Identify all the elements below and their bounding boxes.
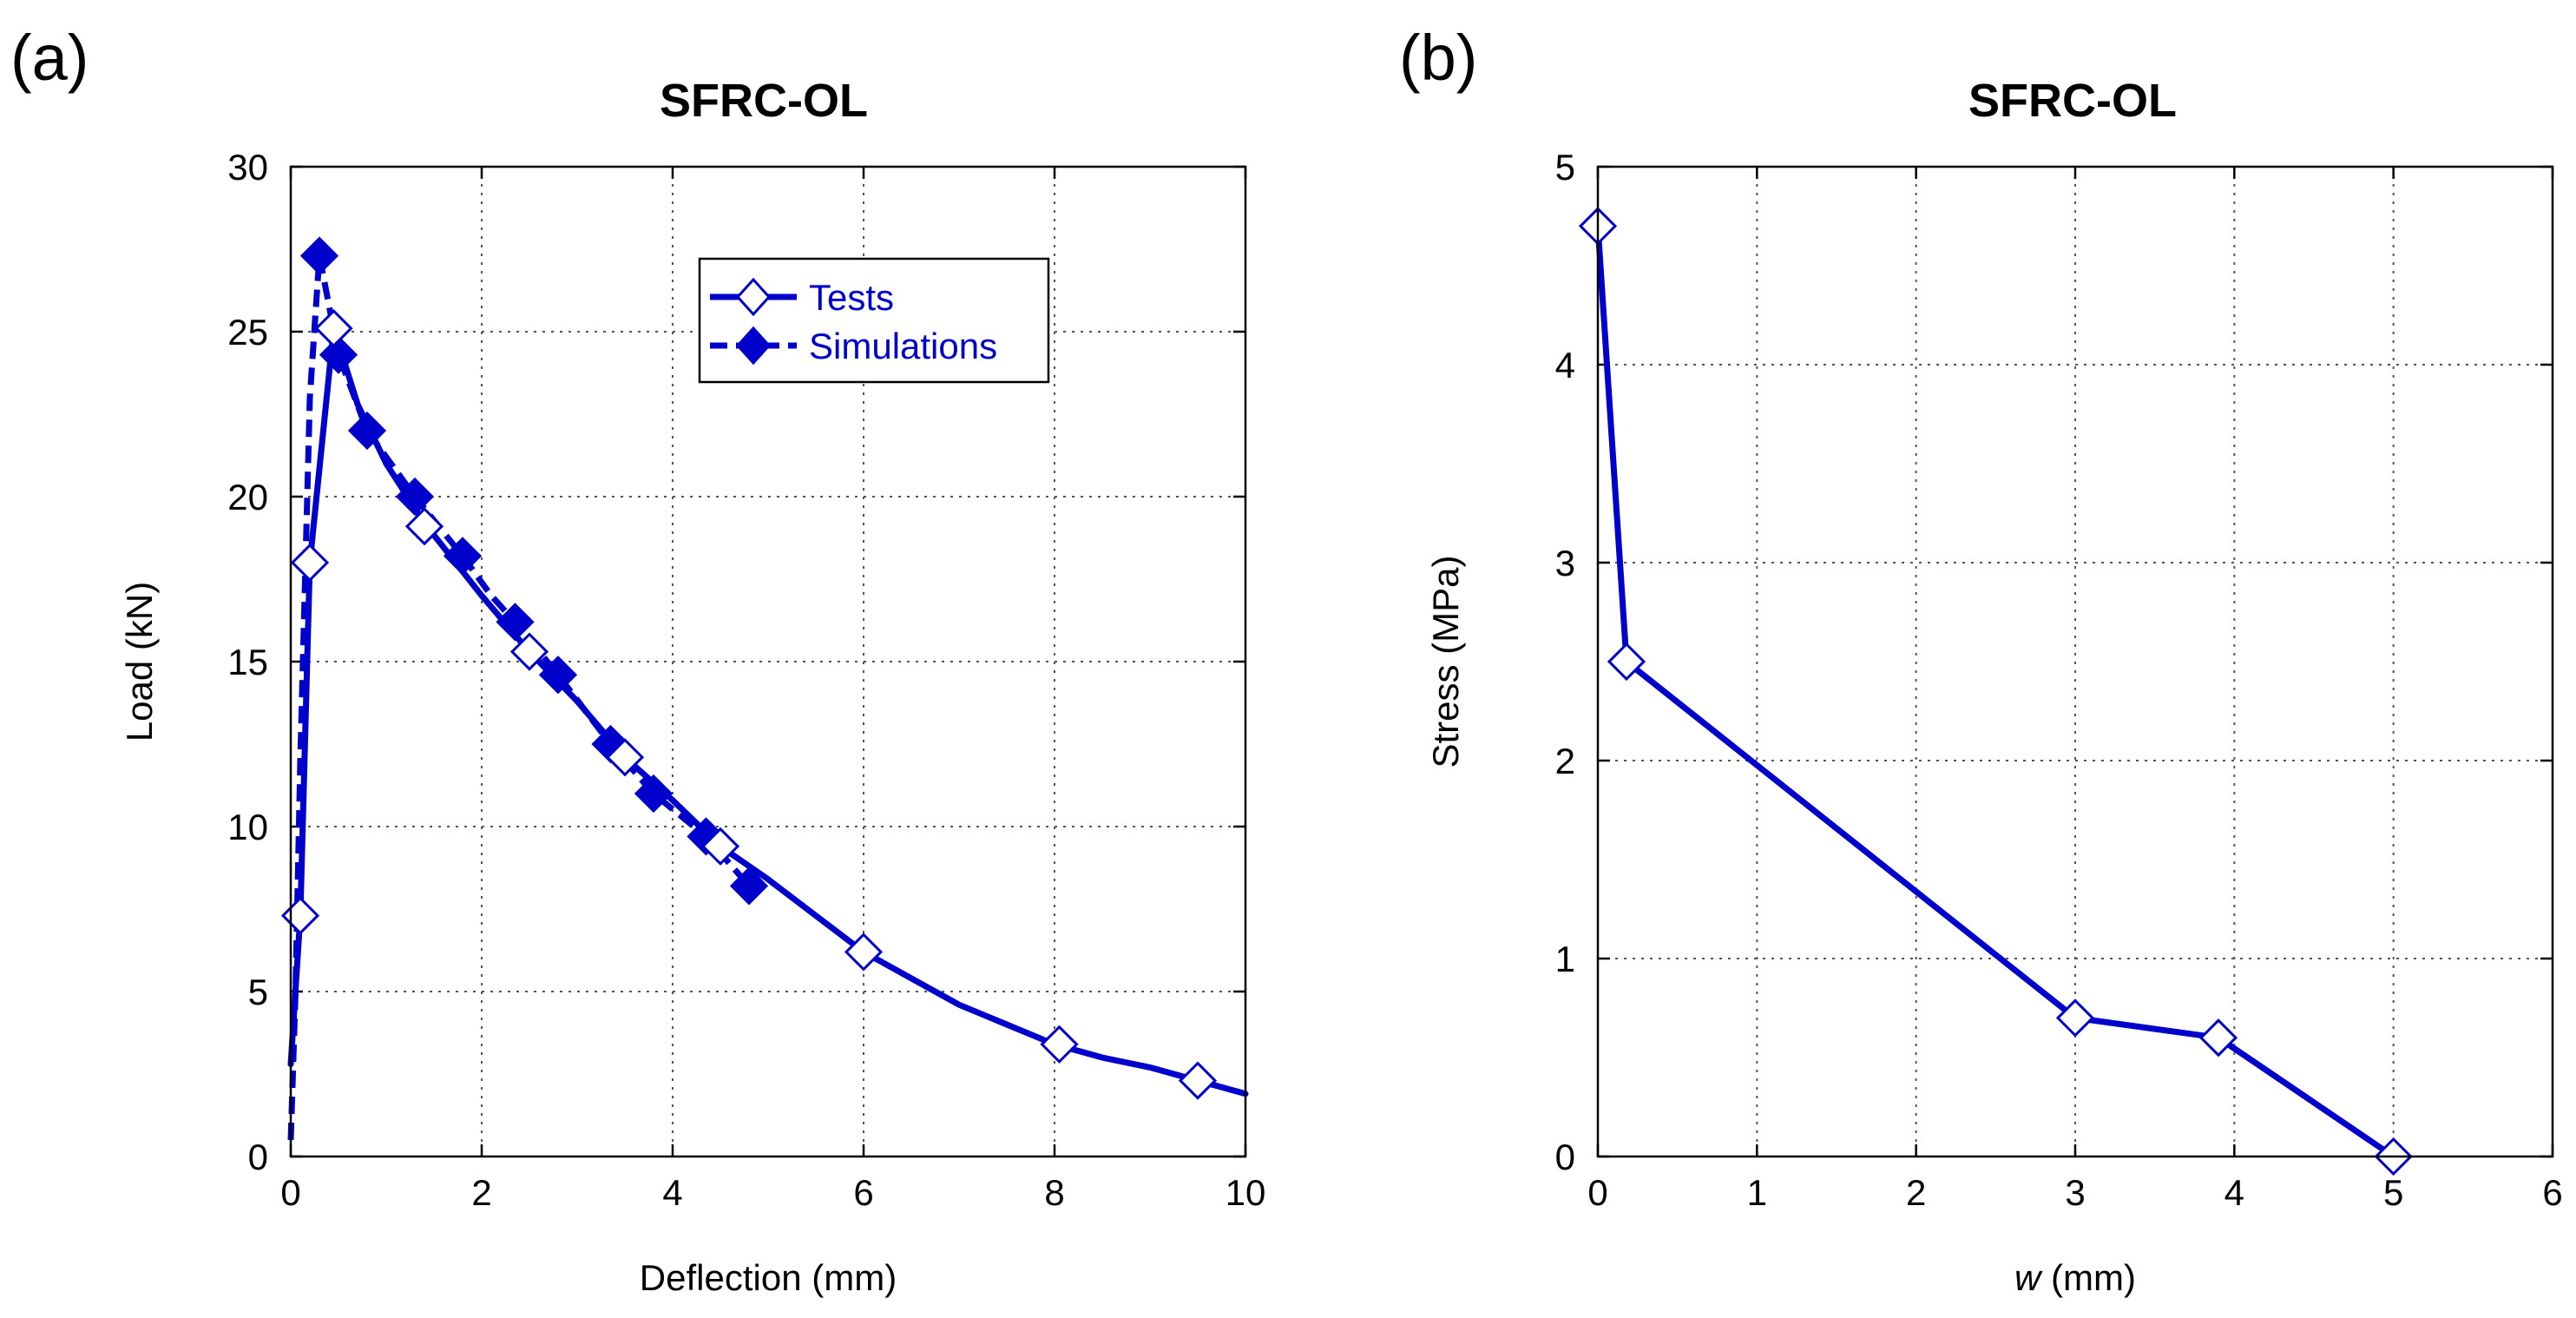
chart-a-frame <box>289 165 1247 1158</box>
chart-a-point-tests-3 <box>404 507 444 546</box>
chart-a-y-tick-label-1: 5 <box>248 972 268 1012</box>
chart-b-x-tick-label-3: 3 <box>2065 1172 2085 1213</box>
chart-a-y-tick-label-6: 30 <box>227 147 268 188</box>
chart-a-y-tick-label-2: 10 <box>227 807 268 847</box>
chart-a-point-tests-5 <box>605 738 645 777</box>
chart-a-point-tests-9 <box>1178 1061 1218 1100</box>
chart-a-series-line-tests <box>287 325 1249 1097</box>
chart-a-x-axis-label: Deflection (mm) <box>640 1257 897 1298</box>
chart-b-frame <box>1596 165 2554 1158</box>
chart-b-series <box>1578 207 2413 1176</box>
chart-b-title: SFRC-OL <box>1968 75 2177 127</box>
chart-b-y-tick-label-4: 4 <box>1555 345 1575 386</box>
chart-a-y-tick-label-4: 20 <box>227 477 268 517</box>
legend-simulations-marker <box>735 326 772 366</box>
panel-label-a: (a) <box>10 22 89 94</box>
chart-a: (a) SFRC-OL 0 2 4 6 8 10 0 5 10 15 20 25 30 Deflecti… <box>10 22 1265 1298</box>
panel-label-b: (b) <box>1399 22 1477 94</box>
chart-a-point-tests-6 <box>700 827 740 866</box>
chart-b-x-axis-label-unit: (mm) <box>2040 1257 2136 1298</box>
chart-b-x-tick-label-6: 6 <box>2542 1172 2562 1213</box>
chart-b-x-tick-label-5: 5 <box>2383 1172 2403 1213</box>
legend-tests-label: Tests <box>809 277 894 318</box>
legend: Tests Simulations <box>698 257 1050 384</box>
chart-a-point-simulations-0 <box>299 236 339 275</box>
chart-a-x-tick-label-3: 6 <box>853 1172 873 1213</box>
chart-b-x-tick-label-0: 0 <box>1587 1172 1607 1213</box>
chart-b-x-tick-label-1: 1 <box>1747 1172 1767 1213</box>
chart-a-point-tests-2 <box>314 309 353 348</box>
chart-b-point-tests-1 <box>1607 642 1646 682</box>
chart-b-x-tick-label-2: 2 <box>1906 1172 1926 1213</box>
chart-b-x-axis-label-italic: w <box>2014 1257 2043 1298</box>
legend-simulations-label: Simulations <box>809 326 997 366</box>
chart-a-x-tick-label-4: 8 <box>1044 1172 1064 1213</box>
chart-b-ticks: 0 1 2 3 4 5 6 0 1 2 3 4 5 <box>1555 147 2563 1213</box>
chart-a-y-tick-label-0: 0 <box>248 1137 268 1177</box>
chart-b-series-line-tests <box>1594 222 2397 1160</box>
chart-a-ticks: 0 2 4 6 8 10 0 5 10 15 20 25 30 <box>227 147 1265 1213</box>
chart-a-point-tests-8 <box>1040 1025 1079 1064</box>
chart-a-x-tick-label-1: 2 <box>471 1172 491 1213</box>
chart-a-point-tests-0 <box>280 896 320 935</box>
chart-b-x-axis-label: w (mm) <box>2014 1257 2136 1298</box>
chart-a-series <box>280 236 1249 1141</box>
chart-b-x-tick-label-4: 4 <box>2224 1172 2244 1213</box>
legend-box <box>698 257 1050 384</box>
chart-b-y-tick-label-1: 1 <box>1555 939 1575 979</box>
chart-b-point-tests-2 <box>2055 998 2095 1038</box>
chart-a-x-tick-label-5: 10 <box>1226 1172 1266 1213</box>
chart-a-y-axis-label: Load (kN) <box>119 582 160 741</box>
chart-a-point-simulations-8 <box>634 774 674 814</box>
chart-a-y-tick-label-5: 25 <box>227 312 268 353</box>
chart-b-y-axis-label: Stress (MPa) <box>1425 555 1466 768</box>
chart-a-point-simulations-10 <box>729 867 769 906</box>
chart-a-point-tests-4 <box>509 632 549 671</box>
chart-a-series-line-simulations <box>287 253 752 1141</box>
chart-a-x-tick-label-2: 4 <box>662 1172 682 1213</box>
chart-b-grid <box>1598 167 2553 1157</box>
chart-a-x-tick-label-0: 0 <box>280 1172 300 1213</box>
chart-a-title: SFRC-OL <box>660 75 868 127</box>
chart-b: (b) SFRC-OL 0 1 2 3 4 5 6 0 1 2 3 4 5 w (mm) Stress … <box>1399 22 2563 1298</box>
chart-b-y-tick-label-2: 2 <box>1555 741 1575 781</box>
chart-a-point-tests-1 <box>290 543 330 583</box>
chart-a-point-tests-7 <box>844 932 884 972</box>
chart-b-point-tests-3 <box>2198 1018 2238 1058</box>
chart-b-y-tick-label-5: 5 <box>1555 147 1575 188</box>
chart-b-y-tick-label-3: 3 <box>1555 543 1575 583</box>
legend-tests-marker <box>735 277 772 317</box>
chart-a-y-tick-label-3: 15 <box>227 642 268 682</box>
chart-b-y-tick-label-0: 0 <box>1555 1137 1575 1177</box>
